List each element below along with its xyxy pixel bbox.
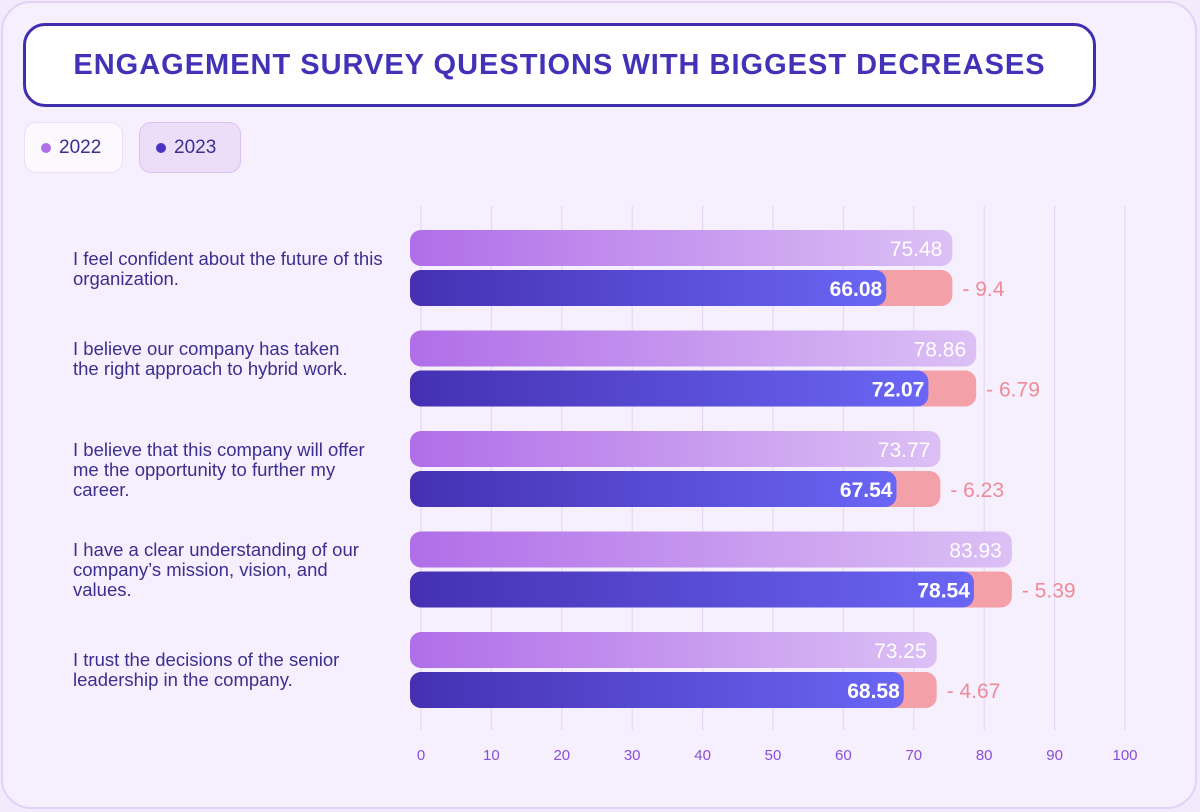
value-label-2023: 78.54 — [917, 580, 970, 603]
bar-2023 — [410, 471, 897, 507]
value-label-2022: 75.48 — [890, 238, 943, 261]
bar-2022 — [410, 531, 1012, 568]
legend-label-2022: 2022 — [59, 136, 102, 158]
bar-2022 — [410, 330, 977, 367]
bars: 75.48 66.08 - 9.4 78.86 72.07 - 6.79 73.77 67.5… — [410, 230, 1076, 708]
value-label-2022: 73.25 — [874, 640, 927, 663]
x-tick-label: 0 — [417, 747, 425, 764]
x-tick-label: 100 — [1112, 747, 1137, 764]
title-box: ENGAGEMENT SURVEY QUESTIONS WITH BIGGEST… — [23, 23, 1096, 107]
value-label-2023: 67.54 — [840, 479, 893, 502]
value-label-2023: 72.07 — [872, 379, 925, 402]
question-label: I feel confident about the future of thi… — [73, 248, 383, 289]
value-label-2022: 78.86 — [914, 339, 967, 362]
difference-label: - 9.4 — [962, 278, 1004, 301]
bar-2022 — [410, 632, 937, 668]
question-label: I have a clear understanding of our comp… — [73, 539, 359, 600]
question-label: I trust the decisions of the senior lead… — [73, 649, 340, 690]
question-label: I believe our company has taken the righ… — [73, 338, 348, 379]
legend-label-2023: 2023 — [174, 136, 217, 158]
legend-dot-2023 — [156, 142, 166, 153]
bar-2022 — [410, 230, 953, 266]
difference-label: - 4.67 — [947, 680, 1001, 703]
x-tick-label: 40 — [694, 747, 711, 764]
x-tick-label: 80 — [976, 747, 993, 764]
bar-2023 — [410, 370, 929, 407]
bar-2023 — [410, 672, 904, 708]
difference-label: - 6.79 — [986, 379, 1040, 402]
difference-label: - 5.39 — [1022, 580, 1076, 603]
bar-2022 — [410, 431, 941, 467]
question-label: I believe that this company will offer m… — [73, 439, 365, 500]
value-label-2023: 66.08 — [830, 278, 883, 301]
x-tick-label: 20 — [553, 747, 570, 764]
x-tick-label: 50 — [765, 747, 782, 764]
x-tick-label: 30 — [624, 747, 641, 764]
legend-item-2023[interactable]: 2023 — [139, 122, 241, 173]
bar-2023 — [410, 270, 887, 306]
legend-dot-2022 — [41, 142, 51, 153]
difference-label: - 6.23 — [950, 479, 1004, 502]
bar-2023 — [410, 571, 974, 608]
value-label-2022: 73.77 — [878, 439, 931, 462]
value-label-2022: 83.93 — [949, 540, 1002, 563]
x-tick-label: 10 — [483, 747, 500, 764]
value-label-2023: 68.58 — [847, 680, 900, 703]
x-tick-label: 60 — [835, 747, 852, 764]
chart-title: ENGAGEMENT SURVEY QUESTIONS WITH BIGGEST… — [73, 48, 1046, 81]
x-axis-ticks: 0 10 20 30 40 50 60 70 80 90 100 — [417, 747, 1138, 764]
legend-item-2022[interactable]: 2022 — [24, 122, 123, 173]
x-tick-label: 90 — [1046, 747, 1063, 764]
x-tick-label: 70 — [905, 747, 922, 764]
